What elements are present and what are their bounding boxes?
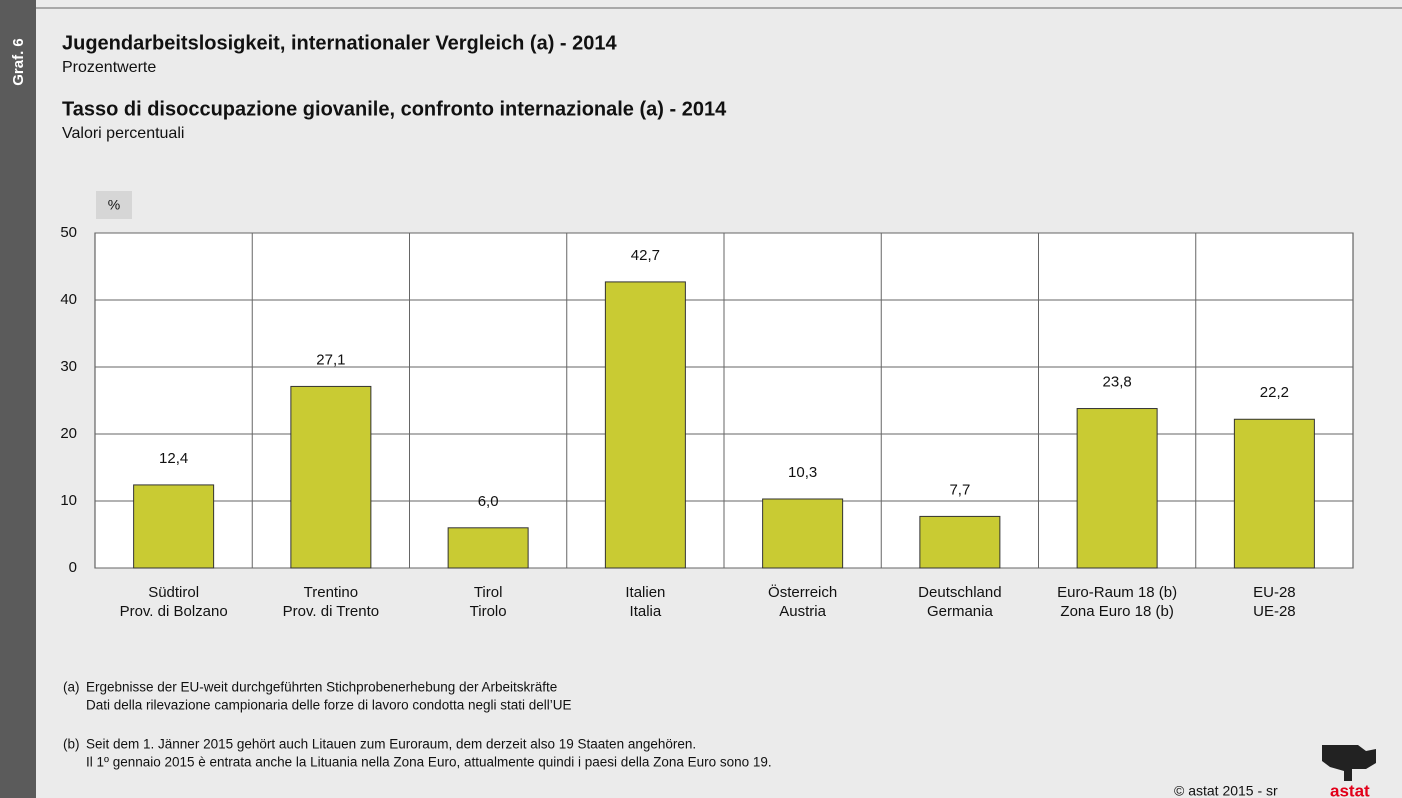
unit-box: [96, 191, 132, 219]
bar: [762, 498, 844, 569]
copyright: © astat 2015 - sr: [1174, 783, 1278, 798]
value-label: 27,1: [316, 351, 345, 368]
value-label: 42,7: [631, 247, 660, 264]
x-tick-label: EU-28 UE-28: [1253, 584, 1296, 620]
x-tick-label: Trentino Prov. di Trento: [282, 584, 380, 620]
x-tick-label: Deutschland Germania: [918, 584, 1002, 620]
y-tick-label: 20: [60, 425, 77, 442]
value-label: 12,4: [159, 450, 188, 467]
logo-text: astat: [1330, 781, 1370, 798]
footer-bg: [1300, 783, 1402, 798]
x-tick-label: Tirol Tirolo: [469, 584, 507, 620]
note-line: Ergebnisse der EU-weit durchgeführten St…: [86, 680, 557, 695]
x-tick-label: Österreich Austria: [768, 584, 838, 620]
bar: [604, 281, 686, 569]
value-label: 22,2: [1260, 384, 1289, 401]
y-tick-label: 10: [60, 492, 77, 509]
bar: [290, 385, 372, 569]
note-marker: (b): [63, 737, 80, 752]
value-label: 7,7: [949, 481, 970, 498]
bar: [447, 527, 529, 569]
note-line: Dati della rilevazione campionaria delle…: [86, 698, 572, 713]
bar: [133, 484, 215, 569]
note-line: Seit dem 1. Jänner 2015 gehört auch Lita…: [86, 737, 696, 752]
note-marker: (a): [63, 680, 80, 695]
value-label: 10,3: [788, 464, 817, 481]
x-tick-label: Italien Italia: [625, 584, 666, 620]
note-line: Il 1º gennaio 2015 è entrata anche la Li…: [86, 755, 772, 770]
chart-subtitle: Prozentwerte: [62, 59, 156, 76]
side-strip: [0, 0, 36, 798]
x-tick-label: Südtirol Prov. di Bolzano: [119, 584, 228, 620]
bar: [1076, 408, 1158, 569]
y-unit: %: [108, 197, 120, 213]
chart-subtitle-it: Valori percentuali: [62, 125, 184, 142]
logo-shape: [1322, 745, 1376, 781]
bar: [1233, 418, 1315, 569]
x-tick-label: Euro-Raum 18 (b) Zona Euro 18 (b): [1057, 584, 1178, 620]
y-tick-label: 0: [69, 559, 77, 576]
value-label: 23,8: [1103, 374, 1132, 391]
side-label: Graf. 6: [10, 38, 27, 86]
value-label: 6,0: [478, 493, 499, 510]
bar: [919, 515, 1001, 569]
y-tick-label: 30: [60, 358, 77, 375]
chart-title-it: Tasso di disoccupazione giovanile, confr…: [62, 98, 727, 120]
chart-title: Jugendarbeitslosigkeit, internationaler …: [62, 32, 617, 54]
y-tick-label: 40: [60, 291, 77, 308]
y-tick-label: 50: [60, 224, 77, 241]
